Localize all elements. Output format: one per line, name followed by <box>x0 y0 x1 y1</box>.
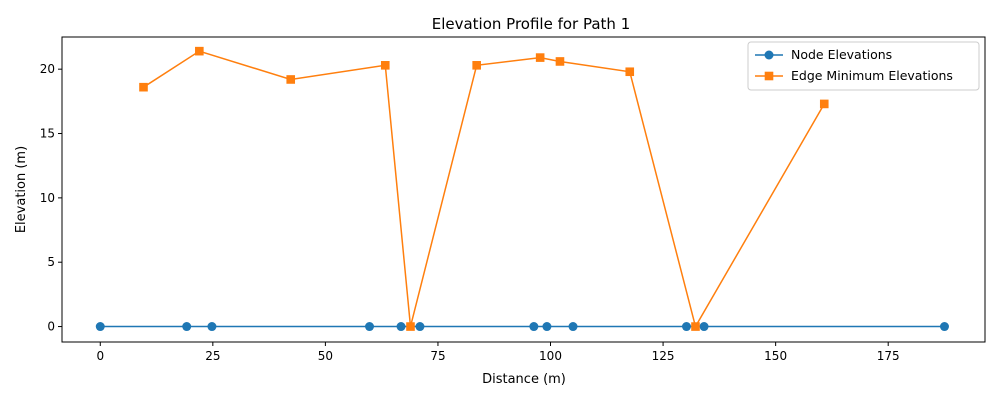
data-point-marker <box>472 61 481 70</box>
x-axis-ticks: 0 25 50 75 100 125 150 175 <box>96 342 900 363</box>
data-point-marker <box>681 322 691 332</box>
data-point-marker <box>380 61 390 70</box>
x-tick-label: 0 <box>96 349 104 363</box>
data-point-marker <box>691 322 700 331</box>
data-point-marker <box>568 322 578 332</box>
data-point-marker <box>819 99 829 109</box>
x-tick-label: 75 <box>430 349 445 363</box>
data-point-marker <box>535 53 545 62</box>
data-point-marker <box>406 322 415 331</box>
data-point-marker <box>396 322 406 332</box>
x-tick-label: 150 <box>764 349 787 363</box>
x-tick-label: 175 <box>877 349 900 363</box>
legend-frame <box>747 41 980 91</box>
legend-swatch-marker <box>764 71 774 81</box>
x-tick-label: 100 <box>539 349 562 363</box>
legend-entry-label: Node Elevations <box>791 47 892 62</box>
data-point-marker <box>286 75 296 84</box>
y-axis-label: Elevation (m) <box>14 146 29 233</box>
data-point-marker <box>95 322 105 332</box>
legend-entry-label: Edge Minimum Elevations <box>791 68 953 83</box>
data-point-marker <box>207 322 217 332</box>
data-point-marker <box>195 46 204 56</box>
y-tick-label: 10 <box>40 191 55 205</box>
y-tick-label: 0 <box>47 320 55 334</box>
chart-title: Elevation Profile for Path 1 <box>432 15 631 33</box>
x-axis-label: Distance (m) <box>482 372 566 387</box>
data-point-marker <box>139 82 148 92</box>
series-1 <box>95 322 949 332</box>
x-tick-label: 25 <box>205 349 220 363</box>
data-point-marker <box>182 322 192 332</box>
y-tick-label: 15 <box>40 127 55 141</box>
series-line <box>143 50 825 329</box>
y-tick-label: 20 <box>40 62 55 76</box>
data-point-marker <box>625 67 635 77</box>
data-point-marker <box>939 322 949 332</box>
data-point-marker <box>365 322 375 332</box>
x-tick-label: 125 <box>652 349 675 363</box>
data-point-marker <box>555 57 565 66</box>
data-point-marker <box>542 322 552 332</box>
legend: Node Elevations Edge Minimum Elevations <box>747 41 980 91</box>
series-2 <box>139 46 829 331</box>
data-point-marker <box>699 322 709 332</box>
series-layer <box>95 46 949 332</box>
plot-area-frame <box>61 36 986 343</box>
y-tick-label: 5 <box>47 255 55 269</box>
data-point-marker <box>529 322 539 332</box>
y-axis-ticks: 0 5 10 15 20 <box>40 62 62 334</box>
data-point-marker <box>415 322 425 332</box>
x-tick-label: 50 <box>318 349 333 363</box>
legend-swatch-marker <box>764 50 774 60</box>
